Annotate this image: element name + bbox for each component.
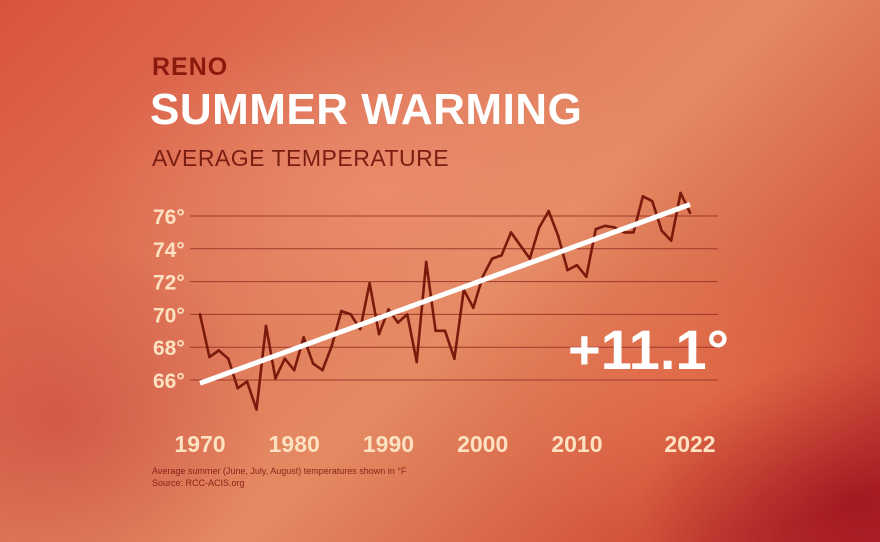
footnote-text: Average summer (June, July, August) temp…	[152, 466, 407, 476]
data-point-1999	[471, 306, 475, 310]
data-point-2012	[594, 227, 598, 231]
data-point-2017	[641, 195, 645, 198]
data-point-2021	[679, 191, 682, 195]
chart-title: SUMMER WARMING	[150, 85, 583, 134]
data-point-2013	[603, 224, 607, 228]
x-tick-label-2022: 2022	[664, 431, 715, 457]
data-point-2020	[669, 239, 673, 242]
data-point-1981	[302, 336, 305, 339]
data-point-2003	[509, 231, 513, 234]
y-tick-label-70: 70°	[153, 304, 185, 327]
data-point-1986	[349, 313, 353, 316]
data-point-2005	[528, 257, 532, 260]
data-point-1991	[396, 321, 400, 324]
data-point-1972	[217, 349, 221, 352]
data-point-1979	[283, 357, 287, 360]
y-tick-label-68: 68°	[153, 337, 185, 360]
data-point-2011	[585, 275, 588, 278]
data-point-2010	[575, 263, 579, 267]
data-point-1995	[434, 329, 437, 333]
data-point-2015	[622, 231, 626, 234]
data-point-1987	[358, 327, 362, 331]
data-point-1970	[198, 313, 202, 316]
data-point-2007	[547, 209, 550, 213]
data-point-1985	[340, 309, 343, 313]
data-point-1982	[311, 362, 315, 365]
data-point-1974	[236, 386, 239, 390]
data-point-1976	[255, 408, 258, 411]
data-point-2014	[613, 226, 616, 229]
data-point-1994	[424, 260, 428, 264]
data-point-2022	[688, 211, 692, 215]
data-point-1975	[245, 380, 249, 383]
data-point-1996	[443, 329, 447, 333]
data-point-2018	[651, 199, 654, 203]
y-tick-label-76: 76°	[153, 206, 185, 229]
x-tick-label-1990: 1990	[363, 431, 414, 457]
data-point-2019	[660, 229, 664, 233]
x-tick-label-2010: 2010	[551, 431, 602, 457]
data-point-1989	[377, 332, 381, 336]
trend-line	[199, 202, 691, 386]
data-point-2016	[632, 231, 635, 234]
x-tick-label-2000: 2000	[457, 431, 508, 457]
data-point-1988	[368, 281, 371, 285]
data-point-2008	[556, 234, 560, 237]
source-text: Source: RCC-ACIS.org	[152, 478, 245, 488]
temperature-change-label: +11.1°	[568, 318, 729, 381]
x-tick-label-1970: 1970	[174, 431, 225, 457]
data-point-1993	[415, 360, 419, 364]
data-point-2004	[519, 244, 522, 247]
y-tick-label-74: 74°	[153, 239, 185, 262]
data-point-1984	[330, 344, 334, 347]
city-label: RENO	[152, 53, 229, 81]
chart-subtitle: AVERAGE TEMPERATURE	[152, 145, 450, 171]
data-point-1997	[453, 357, 456, 360]
data-point-1973	[226, 357, 230, 360]
x-tick-label-1980: 1980	[269, 431, 320, 457]
data-point-1978	[274, 377, 277, 380]
data-point-1977	[264, 324, 268, 328]
y-tick-label-72: 72°	[153, 272, 185, 295]
data-point-1992	[406, 313, 409, 316]
chart-footnote: Average summer (June, July, August) temp…	[152, 465, 406, 489]
data-point-1980	[292, 368, 296, 372]
data-point-1990	[387, 308, 390, 311]
data-point-1983	[321, 368, 324, 372]
data-point-2001	[490, 257, 494, 260]
data-point-1971	[208, 355, 211, 359]
y-tick-label-66: 66°	[153, 370, 185, 393]
data-point-2009	[566, 268, 569, 272]
data-point-2006	[537, 226, 541, 229]
data-point-2002	[500, 254, 503, 257]
